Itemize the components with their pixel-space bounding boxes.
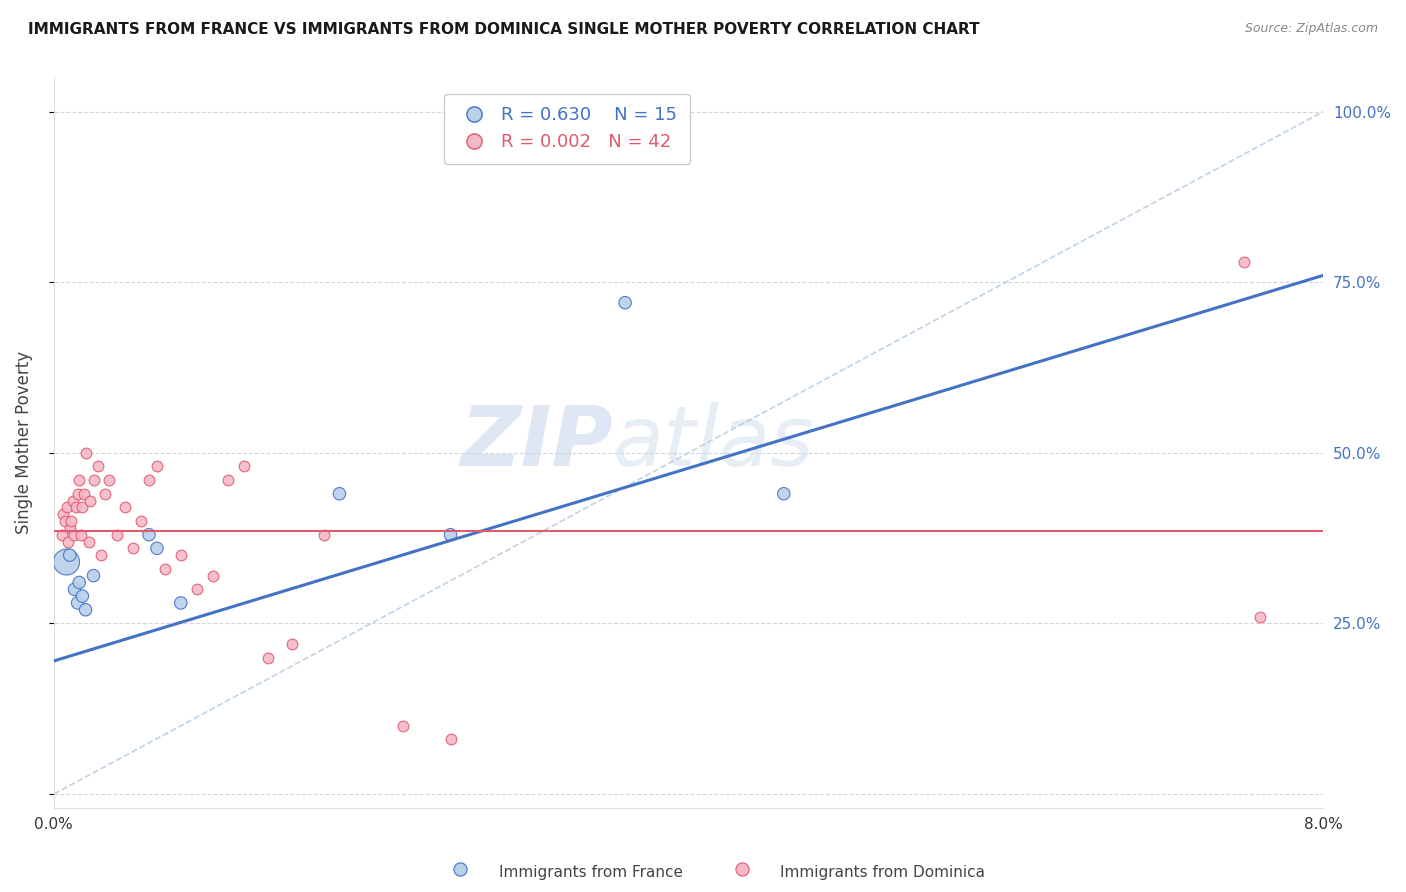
Text: Immigrants from France: Immigrants from France — [499, 865, 683, 880]
Point — [312, 527, 335, 541]
Point — [217, 473, 239, 487]
Point — [170, 596, 193, 610]
Point — [1249, 609, 1271, 624]
Point — [614, 295, 637, 310]
Point — [59, 521, 82, 535]
Text: Source: ZipAtlas.com: Source: ZipAtlas.com — [1244, 22, 1378, 36]
Text: Immigrants from Dominica: Immigrants from Dominica — [780, 865, 986, 880]
Point — [55, 555, 77, 569]
Point — [72, 589, 94, 603]
Point — [186, 582, 208, 597]
Point — [53, 514, 76, 528]
Point — [83, 568, 105, 582]
Point — [66, 596, 89, 610]
Text: atlas: atlas — [613, 402, 814, 483]
Point — [55, 500, 77, 515]
Text: ZIP: ZIP — [460, 402, 613, 483]
Legend: R = 0.630    N = 15, R = 0.002   N = 42: R = 0.630 N = 15, R = 0.002 N = 42 — [444, 94, 690, 164]
Point — [67, 473, 90, 487]
Point — [105, 527, 128, 541]
Point — [153, 562, 176, 576]
Point — [392, 719, 415, 733]
Point — [122, 541, 145, 556]
Point — [114, 500, 136, 515]
Point — [439, 527, 461, 541]
Point — [72, 500, 94, 515]
Point — [98, 473, 121, 487]
Point — [52, 507, 75, 521]
Point — [146, 459, 169, 474]
Point — [75, 603, 97, 617]
Point — [77, 534, 100, 549]
Point — [93, 487, 115, 501]
Point — [257, 650, 280, 665]
Point — [328, 487, 350, 501]
Point — [450, 862, 472, 876]
Point — [67, 575, 90, 590]
Point — [772, 487, 794, 501]
Point — [63, 527, 86, 541]
Point — [66, 487, 89, 501]
Point — [201, 568, 224, 582]
Text: IMMIGRANTS FROM FRANCE VS IMMIGRANTS FROM DOMINICA SINGLE MOTHER POVERTY CORRELA: IMMIGRANTS FROM FRANCE VS IMMIGRANTS FRO… — [28, 22, 980, 37]
Point — [281, 637, 304, 651]
Point — [129, 514, 152, 528]
Point — [56, 534, 79, 549]
Point — [731, 862, 754, 876]
Point — [62, 493, 84, 508]
Point — [90, 548, 112, 562]
Point — [83, 473, 105, 487]
Point — [233, 459, 256, 474]
Y-axis label: Single Mother Poverty: Single Mother Poverty — [15, 351, 32, 534]
Point — [138, 473, 160, 487]
Point — [1233, 254, 1256, 268]
Point — [170, 548, 193, 562]
Point — [59, 548, 82, 562]
Point — [60, 514, 83, 528]
Point — [51, 527, 73, 541]
Point — [146, 541, 169, 556]
Point — [65, 500, 87, 515]
Point — [87, 459, 110, 474]
Point — [75, 446, 97, 460]
Point — [138, 527, 160, 541]
Point — [439, 732, 461, 747]
Point — [73, 487, 96, 501]
Point — [69, 527, 91, 541]
Point — [79, 493, 101, 508]
Point — [63, 582, 86, 597]
